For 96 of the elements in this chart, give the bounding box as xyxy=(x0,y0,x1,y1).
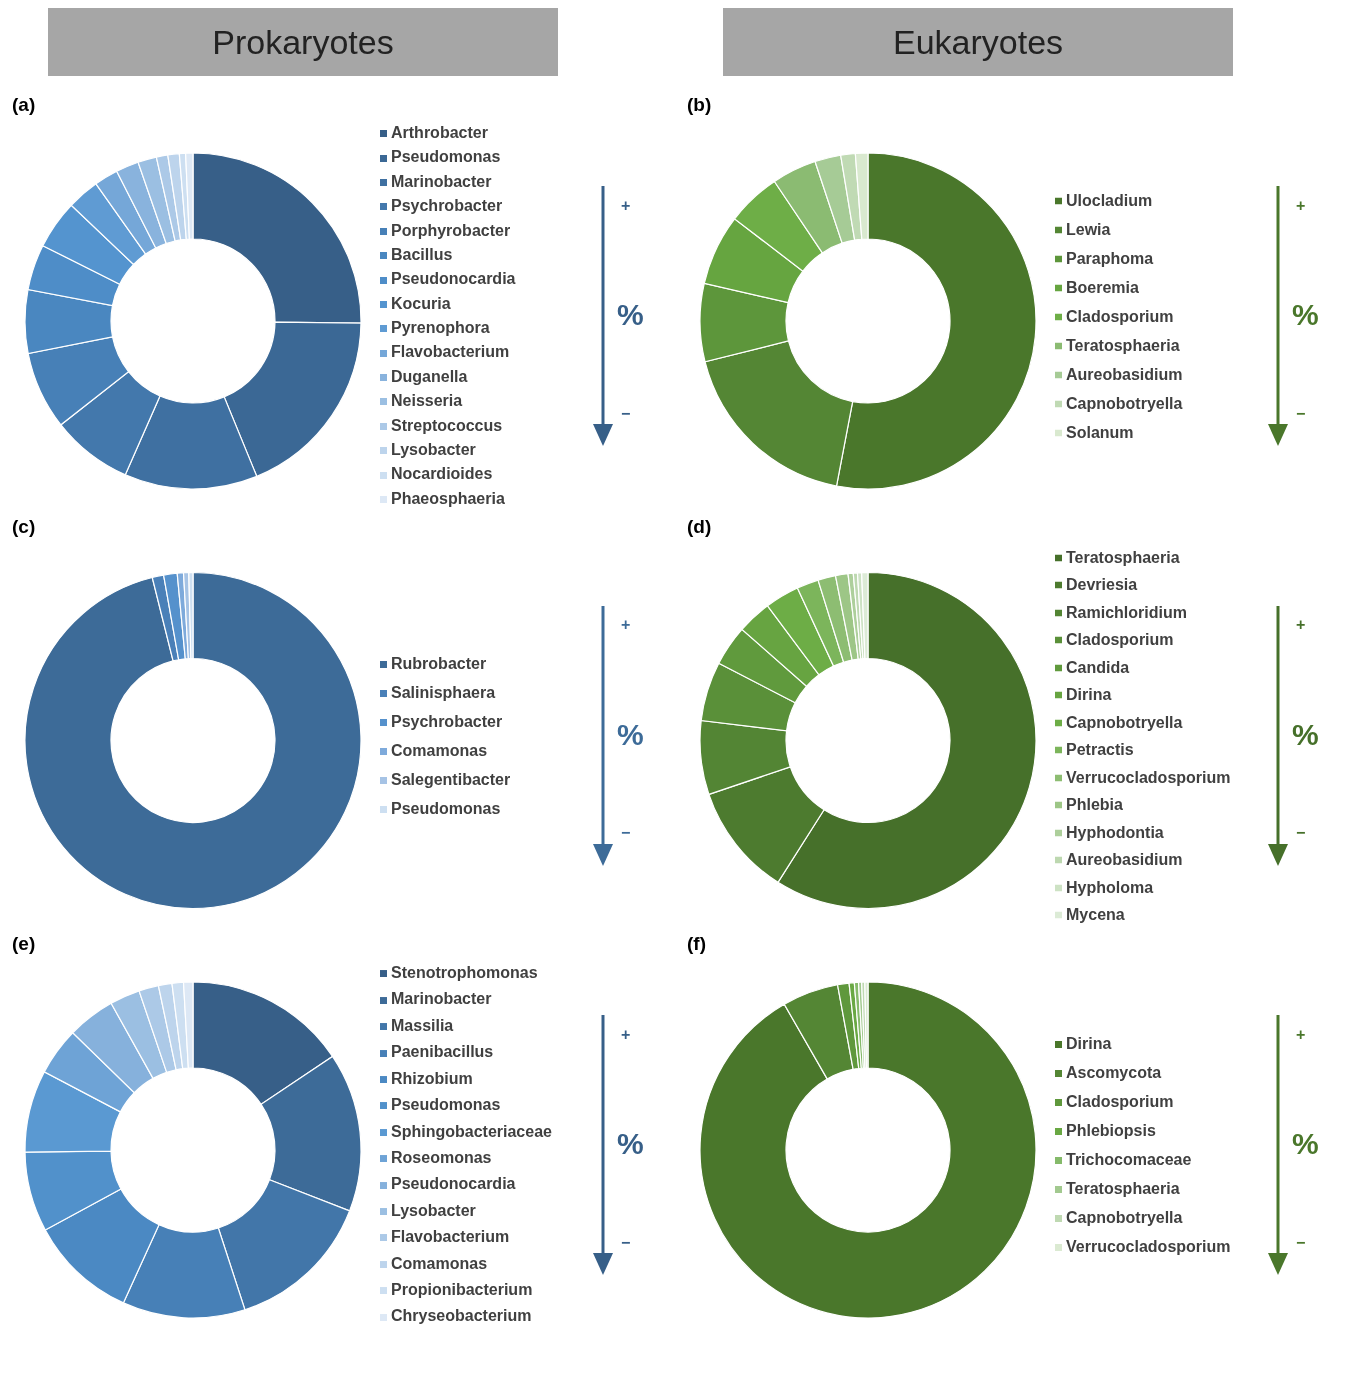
legend-label: Neisseria xyxy=(391,392,463,410)
legend-label: Hypholoma xyxy=(1066,878,1154,895)
legend-label: Petractis xyxy=(1066,740,1134,758)
legend-label: Ulocladium xyxy=(1066,191,1153,209)
legend-label: Dirina xyxy=(1066,685,1112,703)
legend-label: Phaeosphaeria xyxy=(391,489,505,507)
legend-label: Lewia xyxy=(1066,220,1111,238)
legend-label: Aureobasidium xyxy=(1066,365,1183,383)
legend-label: Phlebia xyxy=(1066,795,1123,813)
text: − xyxy=(1296,404,1306,423)
legend-label: Streptococcus xyxy=(391,416,503,434)
legend-label: Mycena xyxy=(1066,905,1125,923)
donut-slice xyxy=(699,981,1037,1319)
legend-label: Ramichloridium xyxy=(1066,603,1187,620)
legend-label: Verrucocladosporium xyxy=(1066,1238,1231,1255)
legend-label: Trichocomaceae xyxy=(1066,1151,1192,1168)
legend-label: Verrucocladosporium xyxy=(1066,768,1231,785)
chart-title: (c) xyxy=(12,516,37,538)
legend-label: Capnobotryella xyxy=(1066,713,1183,730)
text: % xyxy=(617,1127,644,1161)
legend-label: Boeremia xyxy=(1066,278,1139,296)
text: % xyxy=(1292,298,1319,332)
legend-label: Flavobacterium xyxy=(391,1228,510,1246)
text: + xyxy=(1296,1025,1306,1044)
legend-label: Comamonas xyxy=(391,741,488,759)
text: % xyxy=(617,298,644,332)
text: % xyxy=(1292,1127,1319,1161)
legend-label: Arthrobacter xyxy=(391,124,488,141)
legend-label: Aureobasidium xyxy=(1066,850,1183,868)
chart-title: (e) xyxy=(12,933,37,955)
legend-label: Stenotrophomonas xyxy=(391,964,538,982)
text: − xyxy=(621,824,631,843)
legend-label: Capnobotryella xyxy=(1066,394,1183,412)
legend-label: Rhizobium xyxy=(391,1069,473,1087)
text: + xyxy=(621,1025,631,1044)
legend-label: Nocardioides xyxy=(391,465,493,483)
text: + xyxy=(621,616,631,635)
legend-label: Porphyrobacter xyxy=(391,221,511,239)
chart-title: (f) xyxy=(687,933,707,955)
chart-title: (b) xyxy=(687,94,713,116)
legend-label: Teratosphaeria xyxy=(1066,1180,1180,1197)
legend-label: Paenibacillus xyxy=(391,1043,494,1061)
text: + xyxy=(1296,196,1306,215)
legend-label: Teratosphaeria xyxy=(1066,336,1180,354)
legend-label: Lysobacter xyxy=(391,1201,476,1219)
legend-label: Devriesia xyxy=(1066,575,1138,593)
legend-label: Propionibacterium xyxy=(391,1281,533,1299)
chart-subtitle: Prokaryotes xyxy=(48,8,558,76)
legend-label: Massilia xyxy=(391,1016,454,1034)
legend-label: Marinobacter xyxy=(391,172,492,190)
text: − xyxy=(621,404,631,423)
text: − xyxy=(1296,1233,1306,1252)
donut-slice xyxy=(783,984,854,1080)
text: % xyxy=(617,717,644,752)
donut-slice xyxy=(24,571,362,909)
legend-label: Psychrobacter xyxy=(391,712,503,730)
legend-label: Salinisphaera xyxy=(391,683,496,701)
legend-label: Pseudomonas xyxy=(391,799,501,817)
legend-label: Psychrobacter xyxy=(391,197,503,215)
legend-label: Phlebiopsis xyxy=(1066,1122,1156,1139)
legend-label: Candida xyxy=(1066,658,1130,675)
text: − xyxy=(1296,824,1306,843)
legend-label: Pseudomonas xyxy=(391,148,501,166)
chart-subtitle: Eukaryotes xyxy=(723,8,1233,76)
legend-label: Teratosphaeria xyxy=(1066,548,1180,565)
legend-label: Comamonas xyxy=(391,1254,488,1272)
legend-label: Dirina xyxy=(1066,1035,1112,1052)
legend-label: Kocuria xyxy=(391,294,451,312)
legend-label: Cladosporium xyxy=(1066,1093,1174,1110)
legend-label: Paraphoma xyxy=(1066,249,1154,267)
legend-label: Salegentibacter xyxy=(391,770,511,788)
legend-label: Pyrenophora xyxy=(391,319,490,336)
legend-label: Duganella xyxy=(391,367,468,385)
legend-label: Lysobacter xyxy=(391,440,476,458)
text: − xyxy=(621,1233,631,1252)
legend-label: Ascomycota xyxy=(1066,1064,1162,1081)
text: + xyxy=(1296,616,1306,635)
legend-label: Marinobacter xyxy=(391,990,492,1008)
chart-title: (a) xyxy=(12,94,37,116)
legend-label: Roseomonas xyxy=(391,1149,492,1166)
legend-label: Pseudonocardia xyxy=(391,270,516,288)
legend-label: Bacillus xyxy=(391,245,453,263)
legend-label: Pseudonocardia xyxy=(391,1175,516,1193)
legend-label: Sphingobacteriaceae xyxy=(391,1122,552,1140)
legend-label: Chryseobacterium xyxy=(391,1307,532,1325)
legend-label: Solanum xyxy=(1066,423,1134,441)
legend-label: Cladosporium xyxy=(1066,307,1174,325)
text: % xyxy=(1292,717,1319,752)
legend-label: Pseudomonas xyxy=(391,1096,501,1114)
legend-label: Capnobotryella xyxy=(1066,1209,1183,1226)
legend-label: Cladosporium xyxy=(1066,630,1174,648)
legend-label: Flavobacterium xyxy=(391,343,510,361)
chart-title: (d) xyxy=(687,516,713,538)
legend-label: Rubrobacter xyxy=(391,654,487,672)
text: + xyxy=(621,196,631,215)
legend-label: Hyphodontia xyxy=(1066,823,1164,840)
